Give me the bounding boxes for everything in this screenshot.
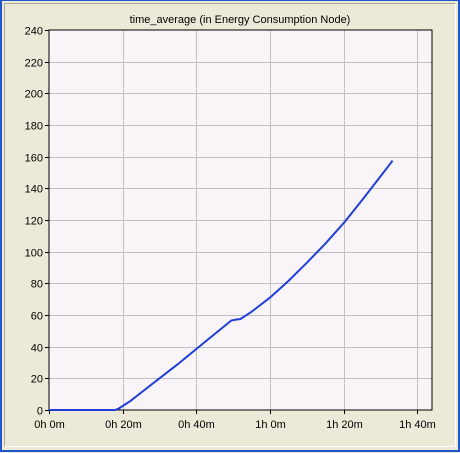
x-tick-label: 0h 40m bbox=[178, 419, 215, 431]
x-tick-label: 1h 40m bbox=[399, 419, 436, 431]
y-tick-label: 60 bbox=[31, 311, 43, 323]
y-tick-label: 0 bbox=[37, 406, 43, 418]
y-tick-label: 100 bbox=[25, 248, 43, 260]
y-tick-label: 140 bbox=[25, 184, 43, 196]
x-tick-label: 1h 20m bbox=[326, 419, 363, 431]
x-tick-label: 0h 0m bbox=[34, 419, 65, 431]
x-tick-label: 0h 20m bbox=[105, 419, 142, 431]
series-line bbox=[49, 159, 394, 411]
y-tick-label: 20 bbox=[31, 374, 43, 386]
y-tick-label: 200 bbox=[25, 89, 43, 101]
chart-title: time_average (in Energy Consumption Node… bbox=[130, 14, 351, 26]
y-tick-label: 180 bbox=[25, 121, 43, 133]
grid-lines bbox=[49, 30, 432, 410]
y-tick-label: 220 bbox=[25, 58, 43, 70]
y-tick-label: 240 bbox=[25, 26, 43, 38]
x-axis: 0h 0m 0h 20m 0h 40m 1h 0m 1h 20m 1h 40m bbox=[34, 410, 436, 431]
y-tick-label: 120 bbox=[25, 216, 43, 228]
y-axis: 0 20 40 60 80 100 120 140 160 180 200 220 240 bbox=[25, 26, 49, 418]
y-tick-label: 40 bbox=[31, 343, 43, 355]
x-tick-label: 1h 0m bbox=[255, 419, 286, 431]
y-tick-label: 160 bbox=[25, 153, 43, 165]
y-tick-label: 80 bbox=[31, 279, 43, 291]
series-group bbox=[49, 159, 394, 411]
